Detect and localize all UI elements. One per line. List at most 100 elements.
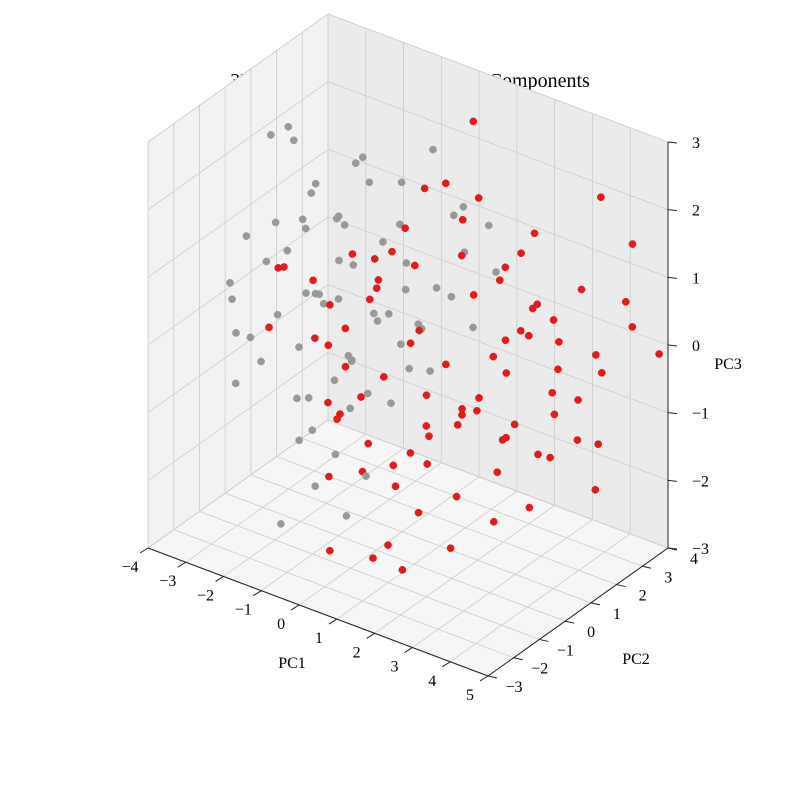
data-point [493,468,502,477]
data-point [517,249,525,258]
data-point [231,379,240,388]
data-point [298,215,307,224]
z-tick-label: −1 [692,406,709,423]
data-point [489,517,498,526]
x-tick-label: 3 [390,659,398,676]
data-point [550,410,559,419]
data-point [534,450,542,459]
data-point [363,389,372,398]
y-tick-label: 2 [639,588,647,605]
gridline-z [147,148,669,278]
data-point [597,193,605,202]
data-point [311,289,320,298]
data-point [591,485,600,494]
data-point [502,433,510,442]
z-tick-label: −3 [692,541,709,558]
data-point [266,131,275,139]
data-point [501,263,510,272]
data-point [525,503,534,512]
data-point [628,240,637,248]
data-point [446,544,455,553]
data-point [348,356,356,365]
data-point [326,301,334,309]
x-tick-mark [177,561,187,568]
data-point [348,250,357,258]
data-point [384,310,393,318]
data-point [309,276,317,285]
data-point [447,292,456,301]
x-tick-label: 1 [315,630,323,647]
data-point [423,460,432,468]
data-point [577,285,586,294]
data-point [459,202,468,211]
data-point [555,338,563,346]
data-point [458,215,467,224]
data-point [422,391,431,400]
x-tick-mark [215,576,224,582]
data-point [304,394,313,402]
data-point [283,246,292,255]
y-tick-mark [513,657,523,661]
data-point [295,343,303,351]
data-point [311,482,320,491]
data-point [351,159,360,168]
data-point [422,422,431,430]
x-tick-label: 0 [277,616,285,633]
data-point [335,256,343,265]
data-point [349,261,358,269]
data-point [324,341,333,350]
data-point [246,333,255,342]
data-point [458,404,466,413]
data-point [384,541,392,549]
data-point [228,295,236,304]
data-point [516,326,525,335]
data-point [341,362,350,371]
data-point [341,324,350,333]
data-point [429,145,437,154]
y-tick-label: 1 [613,606,621,623]
data-point [262,257,271,266]
z-tick-mark [667,344,678,347]
data-point [334,295,343,303]
data-point [307,189,316,197]
data-point [597,368,606,377]
data-point [495,276,504,285]
gridline-z [147,216,669,346]
data-point [293,394,301,403]
z-tick-label: 0 [692,338,700,355]
x-tick-mark [139,547,149,554]
data-point [370,255,379,263]
data-point [475,394,483,402]
data-point [242,232,251,240]
data-point [406,449,415,457]
data-point [369,554,377,562]
z-tick-mark [667,141,678,144]
data-point [406,339,415,348]
data-point [232,329,240,337]
gridline-z [147,419,669,549]
x-tick-mark [479,675,489,682]
y-tick-label: −1 [557,642,574,659]
y-tick-label: −2 [531,661,548,678]
data-point [473,406,481,415]
data-point [396,220,404,229]
data-point [594,440,603,449]
data-points [226,117,663,574]
data-point [469,323,477,332]
y-tick-mark [642,565,652,569]
data-point [432,284,441,292]
x-tick-label: −4 [121,559,138,576]
gridline-z [147,13,669,143]
data-point [410,261,419,270]
data-point [628,323,637,331]
x-tick-label: 4 [428,673,436,690]
gridline-z [147,351,669,481]
data-point [524,331,533,340]
data-point [401,224,409,233]
data-point [324,398,332,407]
data-point [388,247,396,256]
data-point [311,179,320,188]
x-tick-mark [253,590,262,597]
data-point [405,364,414,373]
data-point [340,221,349,229]
